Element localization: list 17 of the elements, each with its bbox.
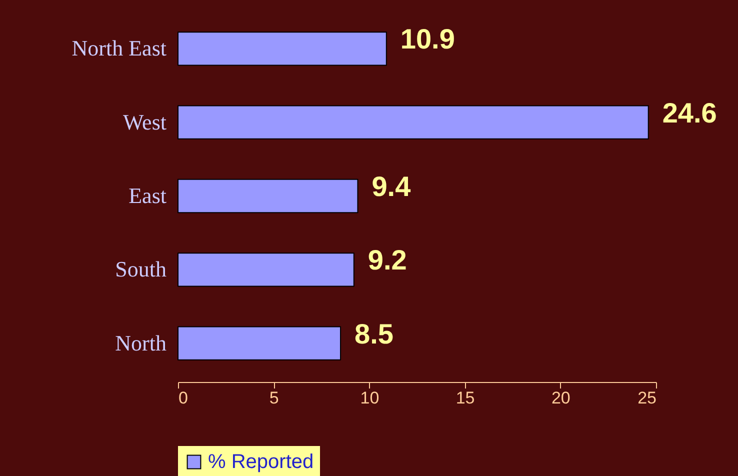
data-label: 8.5 — [354, 318, 394, 350]
x-tick-label: 10 — [360, 388, 380, 408]
data-label: 9.2 — [368, 244, 407, 276]
y-tick-label: East — [128, 183, 166, 208]
x-tick-label: 15 — [456, 388, 475, 408]
x-tick-label: 20 — [551, 388, 570, 408]
legend-label: % Reported — [208, 451, 314, 473]
y-tick-label: West — [123, 109, 166, 134]
data-label: 9.4 — [372, 171, 412, 202]
data-label: 10.9 — [400, 24, 455, 55]
data-label: 24.6 — [662, 97, 717, 128]
x-tick-label: 25 — [638, 388, 656, 408]
x-tick-label: 0 — [178, 388, 188, 408]
y-tick-label: North — [115, 330, 166, 356]
y-tick-label: South — [115, 256, 166, 282]
x-tick-label: 5 — [269, 388, 279, 408]
y-tick-label: North East — [72, 36, 166, 61]
